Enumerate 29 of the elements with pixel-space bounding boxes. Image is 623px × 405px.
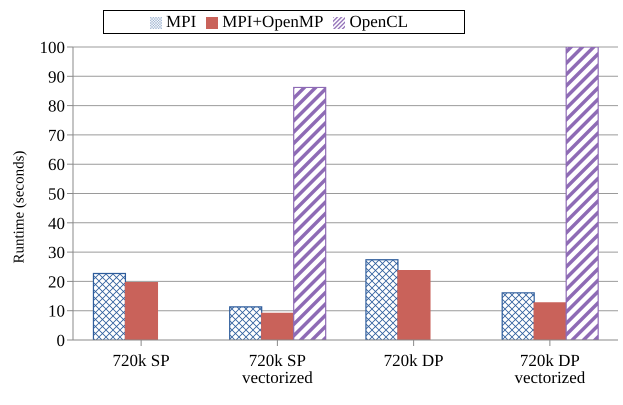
y-tick-label: 70	[48, 126, 65, 145]
bar	[124, 282, 158, 340]
y-tick-label: 30	[48, 243, 65, 262]
bar	[566, 47, 599, 340]
legend-label: MPI+OpenMP	[222, 12, 324, 31]
x-tick-label: 720k DP	[384, 351, 444, 370]
y-tick-label: 40	[48, 214, 65, 233]
x-tick-label: 720k SP	[112, 351, 170, 370]
bar	[365, 259, 399, 340]
x-tick-label: 720k SP vectorized	[242, 351, 314, 388]
bar	[293, 86, 326, 340]
bar	[229, 306, 262, 340]
legend-label: OpenCL	[349, 12, 408, 31]
y-tick-label: 80	[48, 96, 65, 116]
bar	[502, 292, 535, 340]
bar	[261, 312, 294, 340]
bar	[397, 270, 431, 340]
y-tick-label: 0	[56, 331, 65, 350]
x-tick-label: 720k DP vectorized	[514, 351, 586, 388]
y-tick-label: 60	[48, 155, 65, 174]
y-tick-label: 50	[48, 184, 65, 204]
bar	[534, 302, 567, 340]
y-tick-label: 100	[40, 38, 65, 58]
y-tick-label: 20	[48, 272, 65, 292]
y-axis-title: Runtime (seconds)	[11, 150, 28, 264]
y-tick-label: 90	[48, 67, 65, 86]
bar	[92, 272, 126, 340]
y-tick-label: 10	[48, 302, 65, 321]
legend-label: MPI	[166, 12, 196, 31]
